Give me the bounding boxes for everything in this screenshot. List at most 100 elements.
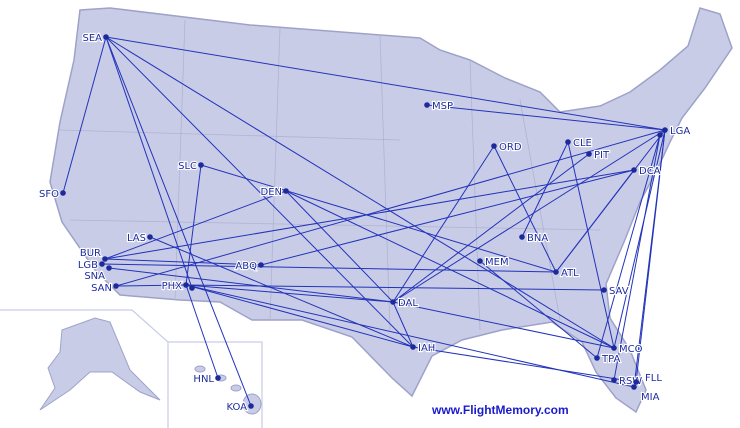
route-san-phx <box>115 284 187 287</box>
route-dal-iah <box>392 301 414 348</box>
airport-label-lga: LGA <box>670 126 690 137</box>
route-den-dal <box>285 190 394 303</box>
airport-dot-bna[interactable] <box>519 234 525 240</box>
route-cle-bna <box>521 141 569 238</box>
airport-label-cle: CLE <box>573 138 592 149</box>
airport-dot-fll[interactable] <box>633 379 639 385</box>
maui-island <box>230 384 242 392</box>
airport-label-dca: DCA <box>639 166 661 177</box>
airport-dot-dca[interactable] <box>631 167 637 173</box>
route-lgb-atl <box>101 263 557 273</box>
airport-dot-sea[interactable] <box>103 34 109 40</box>
inset-frame-alaska <box>0 309 169 428</box>
route-bur-dca <box>104 169 635 260</box>
route-mem-tpa <box>479 260 598 359</box>
airport-label-atl: ATL <box>561 268 579 279</box>
airport-dot-sna[interactable] <box>106 265 112 271</box>
airport-label-fll: FLL <box>645 373 662 384</box>
airport-dot-lga[interactable] <box>662 127 668 133</box>
airport-dot-ewr[interactable] <box>657 132 663 138</box>
airport-label-dal: DAL <box>398 298 418 309</box>
airport-dot-msp[interactable] <box>424 102 430 108</box>
route-lga-dal <box>392 129 666 303</box>
airport-dot-las[interactable] <box>147 234 153 240</box>
state-borders <box>59 19 601 331</box>
route-phx-iah <box>185 284 414 348</box>
route-ewr-tpa <box>596 134 661 359</box>
airport-dot-sfo[interactable] <box>60 190 66 196</box>
route-dca-atl <box>555 169 635 273</box>
route-sea-mco <box>105 36 615 349</box>
route-las-iah <box>149 236 414 348</box>
airport-label-sna: SNA <box>84 271 105 282</box>
route-sea-tus <box>105 36 193 289</box>
airport-dot-koa[interactable] <box>248 403 254 409</box>
hawaii-island <box>194 365 206 373</box>
airport-dot-cle[interactable] <box>565 139 571 145</box>
route-ord-atl <box>493 145 557 273</box>
airport-label-ord: ORD <box>499 142 522 153</box>
route-sna-dal <box>108 267 394 303</box>
airport-label-bur: BUR <box>80 248 101 259</box>
airport-label-mem: MEM <box>485 257 509 268</box>
airport-dot-san[interactable] <box>113 283 119 289</box>
airport-dot-mco[interactable] <box>611 345 617 351</box>
route-pit-dal <box>392 153 590 303</box>
route-sea-koa <box>105 36 252 407</box>
airport-dot-iah[interactable] <box>410 344 416 350</box>
airport-dot-ord[interactable] <box>491 143 497 149</box>
airport-label-tpa: TPA <box>601 354 620 365</box>
airport-dot-dal[interactable] <box>390 299 396 305</box>
airport-dot-pit[interactable] <box>586 151 592 157</box>
airport-dot-bur[interactable] <box>102 256 108 262</box>
route-phx-hnl <box>185 284 219 379</box>
inset-frame-hawaii <box>168 341 263 428</box>
airport-label-den: DEN <box>261 187 283 198</box>
airport-label-sea: SEA <box>82 33 102 44</box>
airport-label-mco: MCO <box>619 344 643 355</box>
airport-dot-hnl[interactable] <box>215 375 221 381</box>
route-den-mco <box>285 190 615 349</box>
route-slc-atl <box>200 164 557 273</box>
airport-label-koa: KOA <box>226 402 247 413</box>
route-cle-mco <box>567 141 615 349</box>
route-bur-abq <box>104 258 262 266</box>
airport-label-slc: SLC <box>178 161 197 172</box>
airport-dot-atl[interactable] <box>553 269 559 275</box>
route-dca-abq <box>260 169 635 266</box>
airport-dot-den[interactable] <box>283 188 289 194</box>
airport-dot-tpa[interactable] <box>594 355 600 361</box>
airport-label-abq: ABQ <box>235 261 257 272</box>
airport-dot-sav[interactable] <box>601 287 607 293</box>
airport-label-las: LAS <box>127 233 146 244</box>
route-san-lga <box>115 129 666 287</box>
route-sea-lga <box>105 36 666 131</box>
airport-label-rsw: RSW <box>619 376 642 387</box>
alaska-shape <box>39 317 161 411</box>
airport-dot-lgb[interactable] <box>99 261 105 267</box>
airport-dot-slc[interactable] <box>198 162 204 168</box>
airport-dot-mia[interactable] <box>631 384 637 390</box>
airport-dot-abq[interactable] <box>258 262 264 268</box>
airport-label-lgb: LGB <box>78 260 98 271</box>
airport-label-hnl: HNL <box>193 374 214 385</box>
airport-dot-phx[interactable] <box>183 282 189 288</box>
route-dal-mco <box>392 301 615 349</box>
airport-dot-mem[interactable] <box>477 258 483 264</box>
airport-label-mia: MIA <box>641 392 660 403</box>
airport-label-iah: IAH <box>418 343 435 354</box>
route-lga-mia <box>633 129 666 388</box>
route-phx-dal <box>185 284 394 303</box>
route-sea-sfo <box>62 36 107 194</box>
airport-dot-rsw[interactable] <box>611 377 617 383</box>
airport-dot-tus[interactable] <box>189 285 195 291</box>
airport-label-san: SAN <box>91 283 112 294</box>
airport-label-sfo: SFO <box>39 189 59 200</box>
land-layer <box>0 7 733 428</box>
route-ewr-rsw <box>613 134 661 381</box>
airport-label-pit: PIT <box>594 150 610 161</box>
route-den-bur <box>104 190 287 260</box>
route-phx-sav <box>185 284 605 291</box>
credit-link[interactable]: www.FlightMemory.com <box>432 403 569 417</box>
